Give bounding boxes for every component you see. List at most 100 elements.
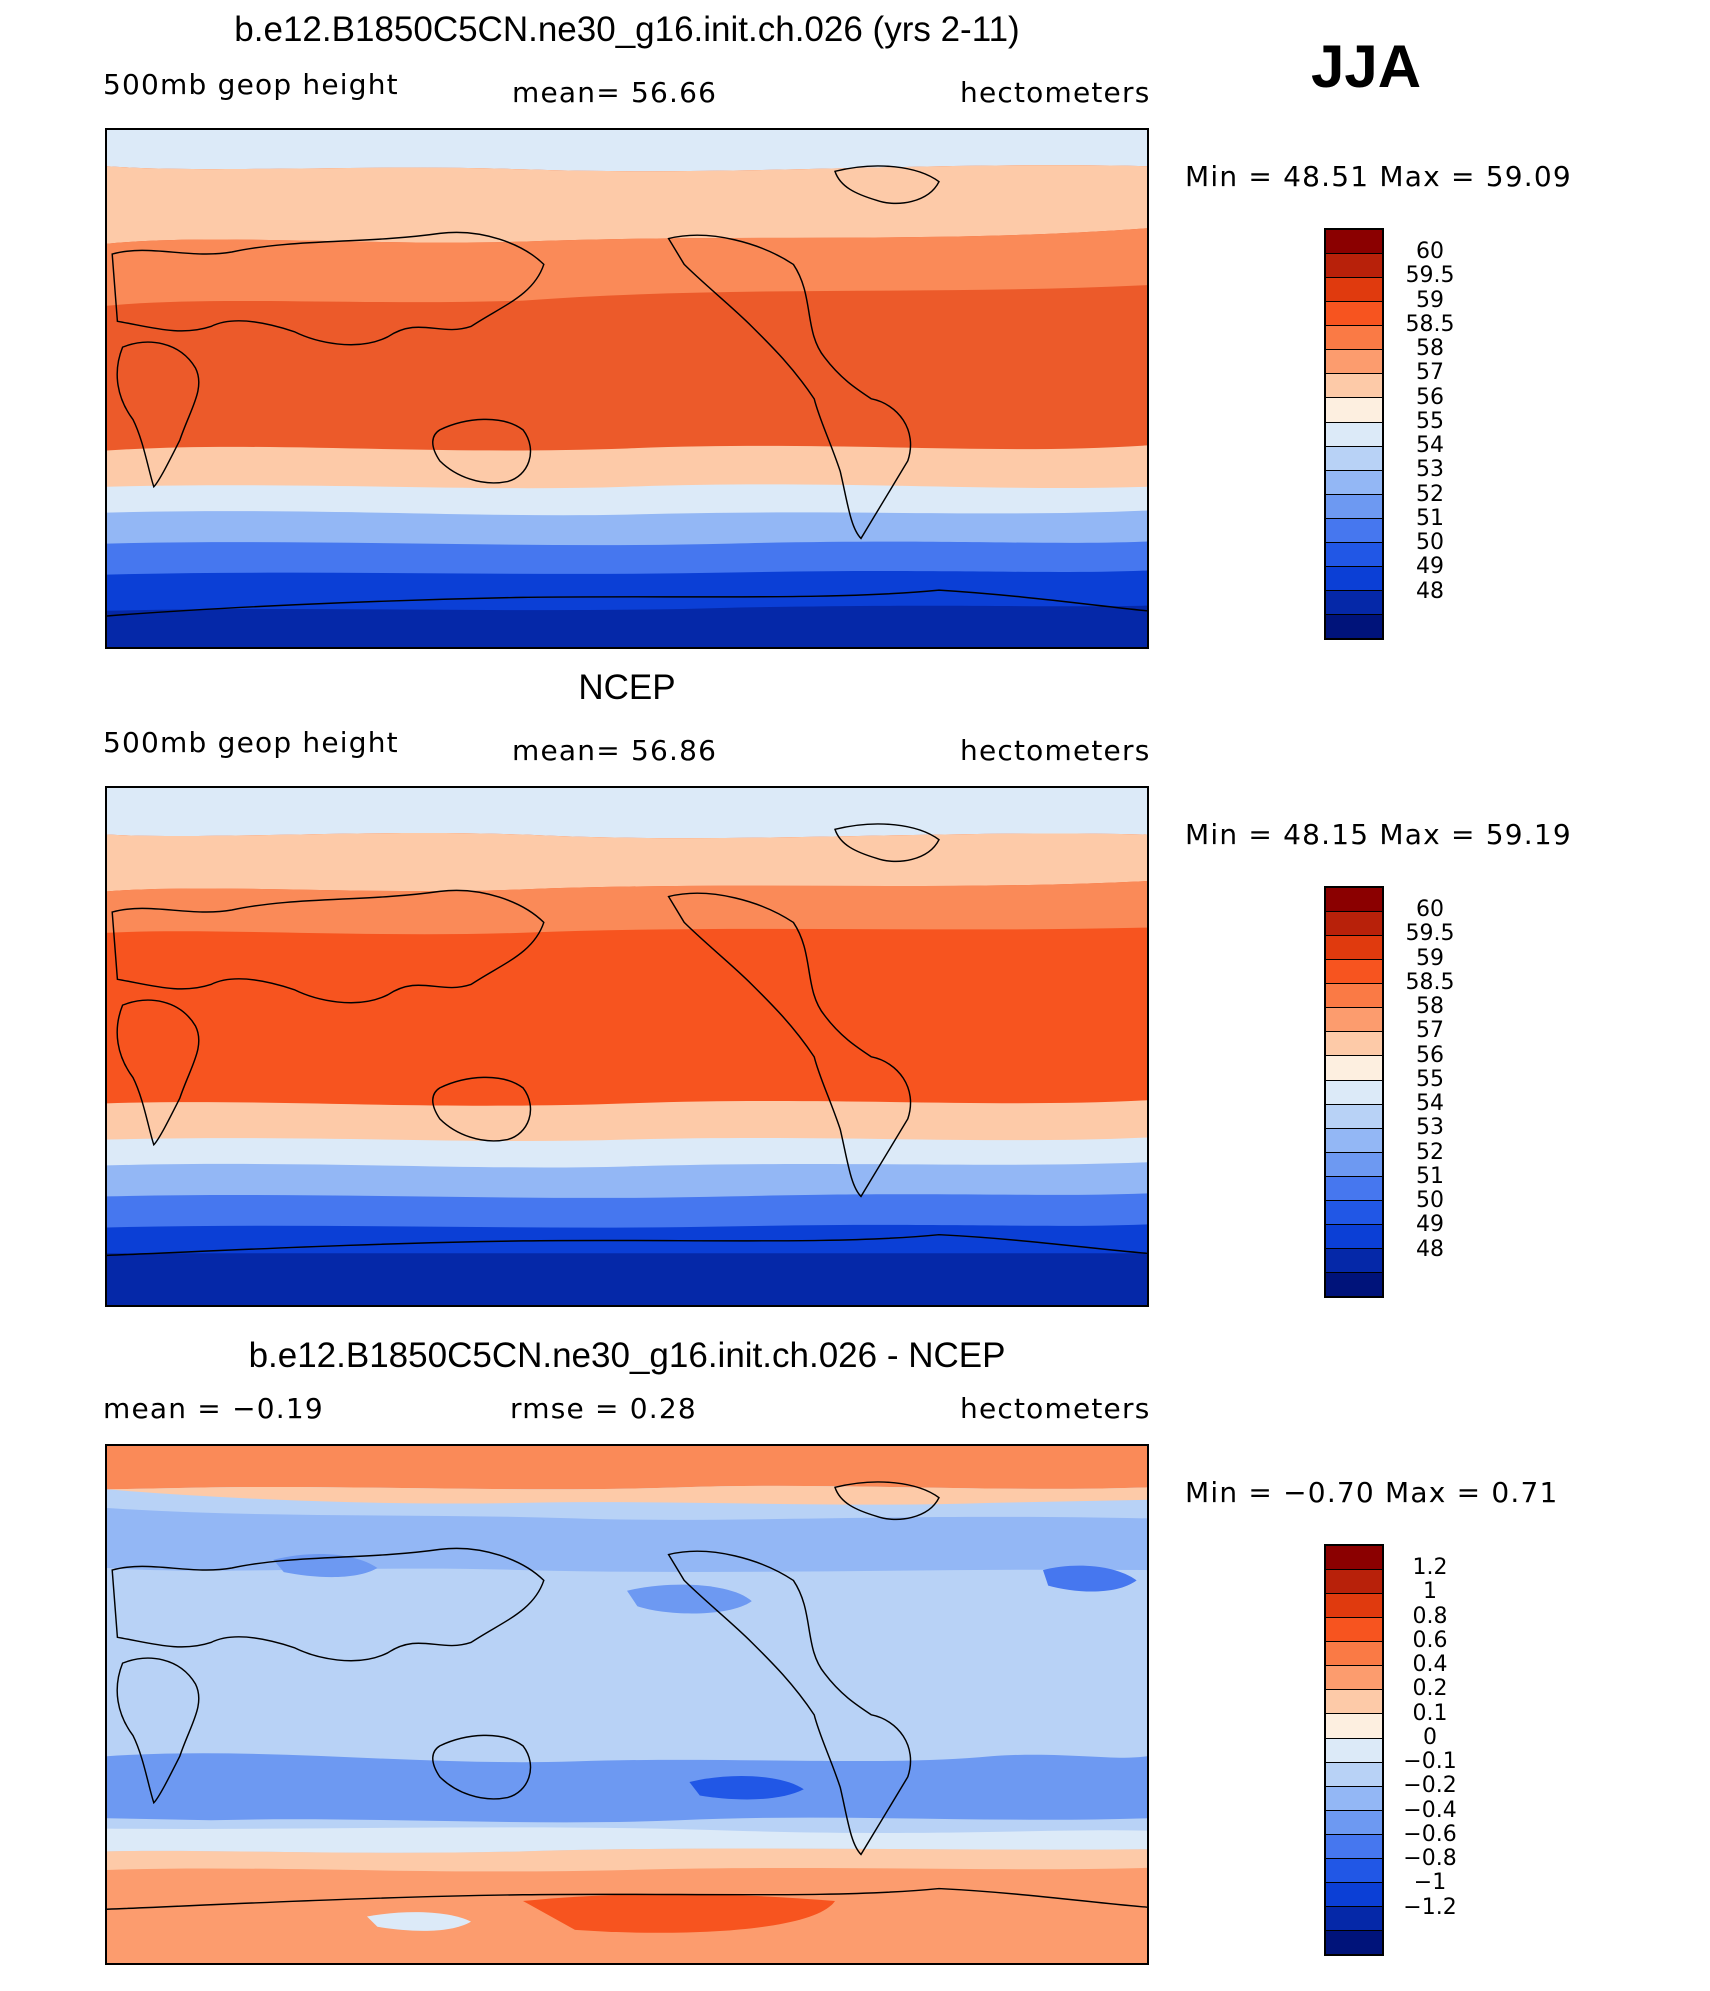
colorbar-swatch [1326, 984, 1382, 1009]
colorbar-tick-label: −0.8 [1403, 1846, 1457, 1872]
colorbar-tick-label: 0.1 [1412, 1700, 1448, 1726]
panel-title: NCEP [578, 668, 676, 707]
panel-title: b.e12.B1850C5CN.ne30_g16.init.ch.026 - N… [248, 1336, 1006, 1375]
colorbar-swatch [1326, 1666, 1382, 1691]
colorbar-tick-label: −0.1 [1403, 1749, 1457, 1775]
colorbar-tick-label: 58 [1416, 336, 1444, 362]
colorbar-swatch [1326, 1570, 1382, 1595]
colorbar [1324, 228, 1384, 640]
colorbar-tick-label: −0.2 [1403, 1773, 1457, 1799]
colorbar-labels: 60 59.5 59 58.5 58 57 56 55 54 53 52 51 50 49 48 [1394, 228, 1484, 640]
minmax-label: Min = −0.70 Max = 0.71 [1185, 1476, 1559, 1509]
colorbar-swatch [1326, 1762, 1382, 1787]
colorbar-tick-label: −0.6 [1403, 1821, 1457, 1847]
units-label: hectometers [960, 76, 1151, 109]
colorbar-swatch [1326, 1714, 1382, 1739]
panel-title: b.e12.B1850C5CN.ne30_g16.init.ch.026 (yr… [234, 10, 1020, 49]
colorbar-swatch [1326, 1176, 1382, 1201]
colorbar-tick-label: 51 [1416, 1163, 1444, 1189]
colorbar-swatch [1326, 1786, 1382, 1811]
colorbar-swatch [1326, 1690, 1382, 1715]
colorbar-tick-label: 60 [1416, 239, 1444, 265]
units-label: hectometers [960, 734, 1151, 767]
colorbar-tick-label: 58.5 [1405, 311, 1455, 337]
colorbar-swatch [1326, 446, 1382, 471]
colorbar-tick-label: 48 [1416, 578, 1444, 604]
colorbar-swatch [1326, 1128, 1382, 1153]
colorbar-tick-label: 52 [1416, 481, 1444, 507]
colorbar-swatch [1326, 518, 1382, 543]
colorbar-tick-label: 0.6 [1412, 1627, 1448, 1653]
colorbar-swatch [1326, 1931, 1382, 1955]
colorbar-swatch [1326, 1200, 1382, 1225]
colorbar-swatch [1326, 1056, 1382, 1081]
colorbar-tick-label: 57 [1416, 1018, 1444, 1044]
colorbar-swatch [1326, 542, 1382, 567]
colorbar-tick-label: 53 [1416, 1115, 1444, 1141]
season-label: JJA [1311, 33, 1422, 100]
variable-label: 500mb geop height [103, 68, 399, 101]
colorbar-tick-label: 0.8 [1412, 1603, 1448, 1629]
colorbar-swatch [1326, 326, 1382, 351]
colorbar-swatch [1326, 470, 1382, 495]
colorbar-swatch [1326, 1080, 1382, 1105]
colorbar-swatch [1326, 374, 1382, 399]
colorbar-tick-label: 0.4 [1412, 1652, 1448, 1678]
difference-map-svg [107, 1446, 1147, 1963]
colorbar-swatch [1326, 1834, 1382, 1859]
mean-label: mean= 56.66 [512, 76, 718, 109]
colorbar-tick-label: 1 [1423, 1579, 1437, 1605]
colorbar [1324, 1544, 1384, 1956]
colorbar-tick-label: 0.2 [1412, 1676, 1448, 1702]
colorbar-swatch [1326, 1152, 1382, 1177]
colorbar-swatch [1326, 888, 1382, 913]
colorbar-tick-label: −1 [1413, 1870, 1447, 1896]
minmax-label: Min = 48.15 Max = 59.19 [1185, 818, 1572, 851]
colorbar-tick-label: 49 [1416, 1212, 1444, 1238]
colorbar-tick-label: 59 [1416, 945, 1444, 971]
colorbar-tick-label: 54 [1416, 433, 1444, 459]
colorbar [1324, 886, 1384, 1298]
colorbar-swatch [1326, 422, 1382, 447]
colorbar-swatch [1326, 254, 1382, 279]
colorbar-tick-label: 59 [1416, 287, 1444, 313]
model-map-svg [107, 130, 1147, 647]
colorbar-swatch [1326, 1618, 1382, 1643]
colorbar-swatch [1326, 912, 1382, 937]
colorbar-swatch [1326, 590, 1382, 615]
variable-label: 500mb geop height [103, 726, 399, 759]
colorbar-swatch [1326, 566, 1382, 591]
colorbar-swatch [1326, 1248, 1382, 1273]
mean-label: mean= 56.86 [512, 734, 718, 767]
map-panel-ncep [105, 786, 1149, 1307]
rmse-label: rmse = 0.28 [510, 1392, 697, 1425]
colorbar-tick-label: 55 [1416, 408, 1444, 434]
colorbar-tick-label: 50 [1416, 530, 1444, 556]
colorbar-tick-label: 48 [1416, 1236, 1444, 1262]
colorbar-tick-label: 0 [1423, 1724, 1437, 1750]
colorbar-tick-label: 60 [1416, 897, 1444, 923]
colorbar-tick-label: −0.4 [1403, 1797, 1457, 1823]
colorbar-swatch [1326, 278, 1382, 303]
colorbar-swatch [1326, 960, 1382, 985]
colorbar-labels: 1.2 1 0.8 0.6 0.4 0.2 0.1 0 −0.1 −0.2 −0.4 −0.6 −0.8… [1394, 1544, 1484, 1956]
colorbar-tick-label: 55 [1416, 1066, 1444, 1092]
map-panel-model [105, 128, 1149, 649]
colorbar-swatch [1326, 1546, 1382, 1571]
colorbar-swatch [1326, 1032, 1382, 1057]
colorbar-tick-label: 49 [1416, 554, 1444, 580]
units-label: hectometers [960, 1392, 1151, 1425]
colorbar-swatch [1326, 1104, 1382, 1129]
colorbar-tick-label: 52 [1416, 1139, 1444, 1165]
colorbar-tick-label: 57 [1416, 360, 1444, 386]
colorbar-swatch [1326, 494, 1382, 519]
colorbar-swatch [1326, 398, 1382, 423]
colorbar-swatch [1326, 1224, 1382, 1249]
colorbar-swatch [1326, 1906, 1382, 1931]
colorbar-swatch [1326, 1642, 1382, 1667]
minmax-label: Min = 48.51 Max = 59.09 [1185, 160, 1572, 193]
colorbar-tick-label: 54 [1416, 1091, 1444, 1117]
colorbar-tick-label: 56 [1416, 1042, 1444, 1068]
colorbar-tick-label: 58.5 [1405, 969, 1455, 995]
colorbar-swatch [1326, 1858, 1382, 1883]
